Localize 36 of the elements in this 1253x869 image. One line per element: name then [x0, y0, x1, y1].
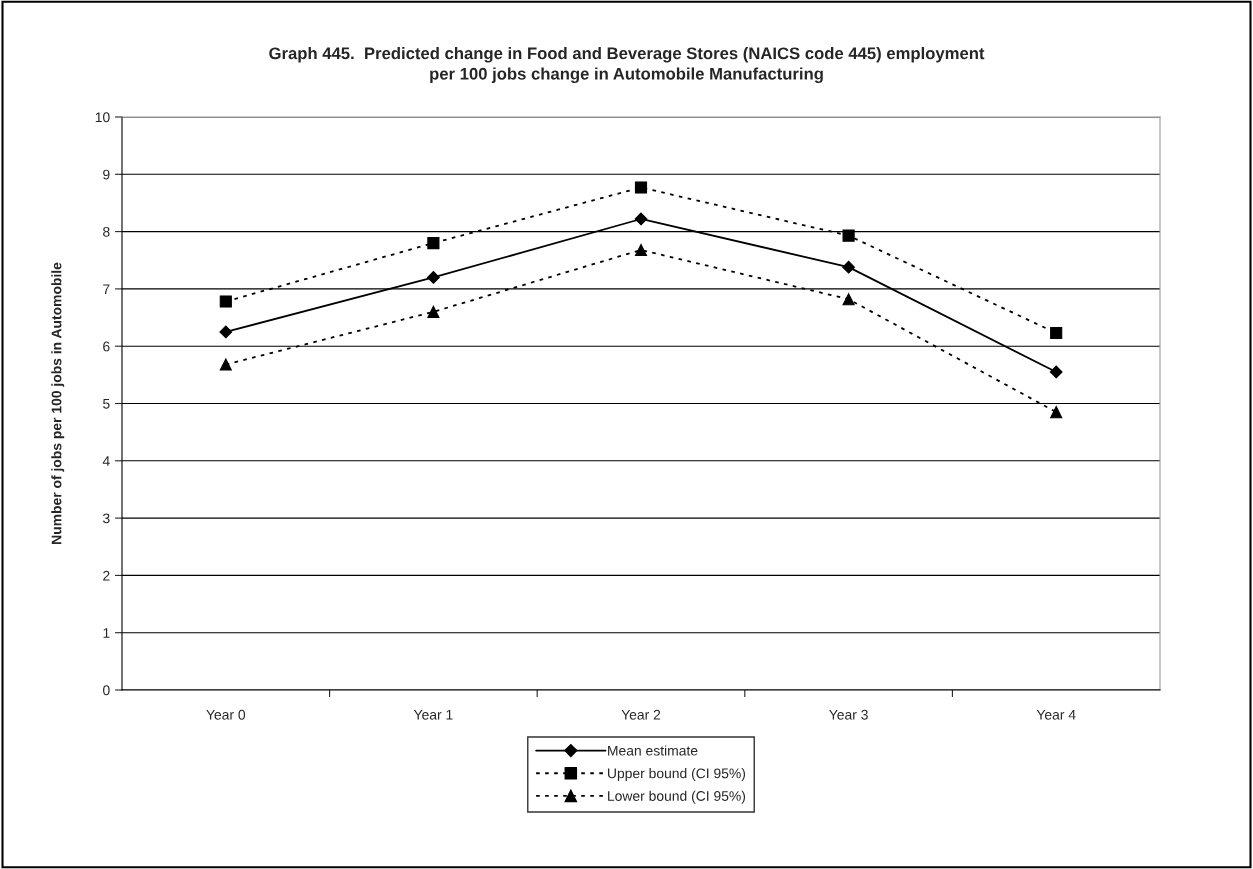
chart-title: Graph 445. Predicted change in Food and Beverage Stores (NAICS code 445) employment per 100 jobs change in Automobile Manufacturing	[269, 46, 985, 84]
point	[634, 212, 648, 226]
x-tick-label: Year 4	[1036, 709, 1076, 720]
point	[427, 236, 440, 250]
y-tick-label: 2	[103, 570, 110, 581]
point	[842, 293, 855, 306]
point	[1049, 365, 1063, 379]
y-tick-label: 0	[103, 685, 110, 696]
y-axis-title: Number of jobs per 100 jobs in Automobile	[51, 262, 65, 544]
y-tick-label: 9	[103, 169, 110, 180]
legend-label: Lower bound (CI 95%)	[608, 790, 746, 804]
point	[427, 305, 440, 318]
x-tick-label: Year 2	[621, 709, 661, 720]
point	[634, 181, 648, 194]
y-tick-label: 1	[103, 628, 110, 638]
y-tick-label: 4	[102, 456, 110, 466]
x-tick-label: Year 0	[206, 709, 246, 720]
point	[634, 243, 648, 257]
point	[1050, 326, 1063, 340]
y-tick-label: 5	[103, 398, 110, 409]
point	[219, 358, 232, 371]
x-tick-label: Year 1	[413, 709, 453, 720]
point	[1050, 406, 1063, 419]
y-tick-label: 6	[103, 341, 110, 352]
point	[842, 229, 855, 242]
y-tick-label: 3	[103, 513, 110, 524]
y-tick-label: 10	[95, 112, 110, 123]
point	[219, 295, 232, 308]
legend-label: Upper bound (CI 95%)	[608, 768, 746, 781]
y-tick-label: 8	[103, 226, 110, 237]
y-tick-label: 7	[103, 284, 110, 294]
x-tick-label: Year 3	[829, 709, 868, 720]
point	[219, 325, 233, 339]
point	[426, 271, 440, 284]
point	[842, 260, 856, 274]
legend-label: Mean estimate	[608, 745, 698, 756]
